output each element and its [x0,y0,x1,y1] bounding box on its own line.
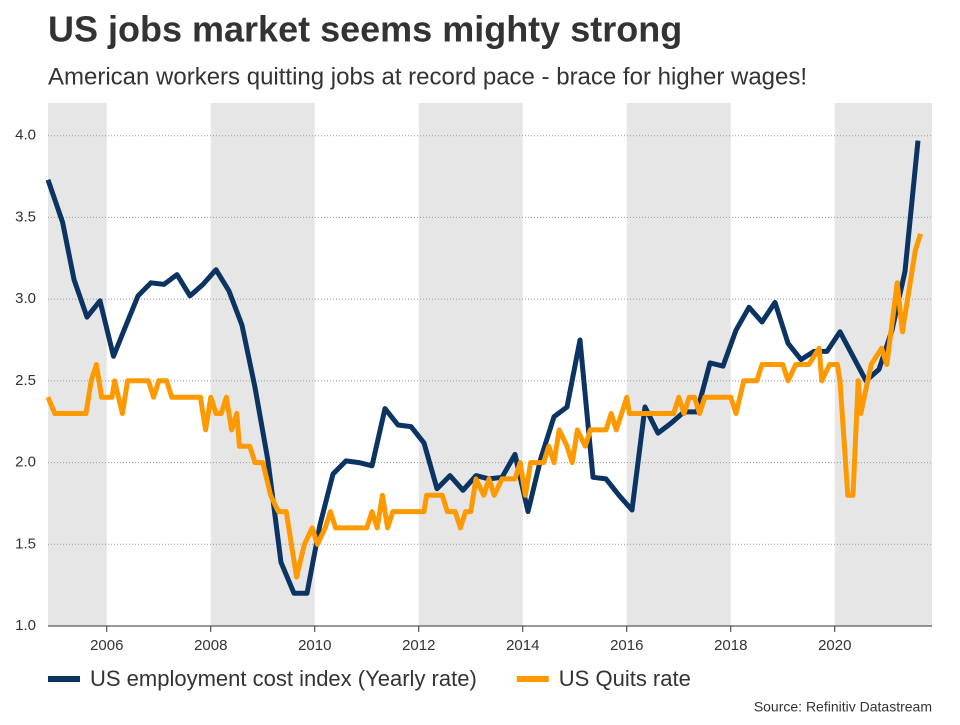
source: Source: Refinitiv Datastream [754,699,932,715]
y-tick-label: 1.0 [15,617,36,634]
x-tick-label: 2012 [402,637,435,654]
x-tick-label: 2020 [818,637,851,654]
x-tick-label: 2018 [714,637,747,654]
legend-label: US employment cost index (Yearly rate) [90,666,477,691]
y-tick-label: 4.0 [15,127,36,144]
x-tick-label: 2008 [194,637,227,654]
shade-band [418,103,523,626]
x-tick-label: 2006 [90,637,123,654]
chart-title: US jobs market seems mighty strong [48,9,682,50]
shade-band [834,103,932,626]
chart-subtitle: American workers quitting jobs at record… [48,63,807,90]
legend-label: US Quits rate [559,666,691,691]
x-tick-label: 2010 [298,637,331,654]
line [45,233,923,580]
y-tick-label: 3.0 [15,290,36,307]
line [45,140,921,596]
shade-band [210,103,315,626]
y-tick-label: 1.5 [15,535,36,552]
x-tick-label: 2014 [506,637,539,654]
x-tick-label: 2016 [610,637,643,654]
y-tick-label: 2.5 [15,372,36,389]
y-tick-label: 3.5 [15,208,36,225]
y-tick-label: 2.0 [15,454,36,471]
